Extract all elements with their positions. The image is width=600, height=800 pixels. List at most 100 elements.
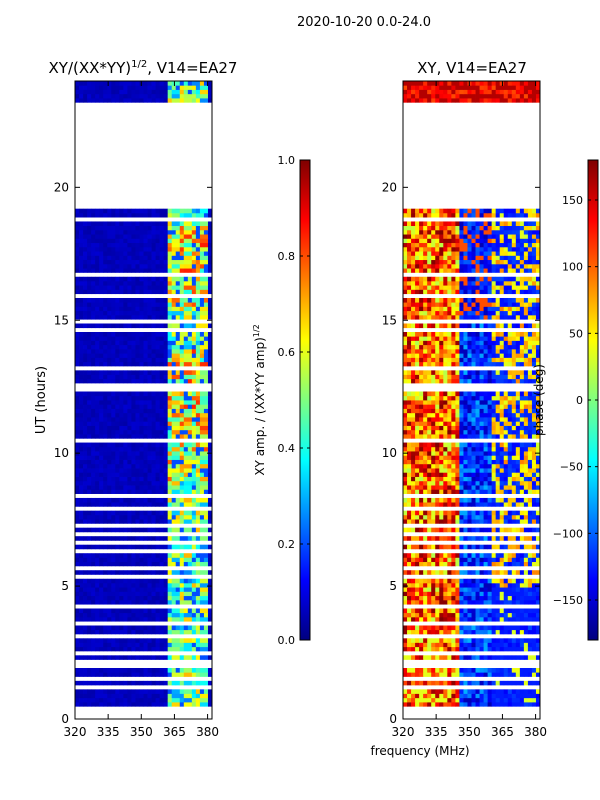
heatmap-cell bbox=[123, 693, 128, 699]
heatmap-cell bbox=[167, 646, 173, 652]
heatmap-cell bbox=[427, 570, 432, 575]
heatmap-cell bbox=[463, 680, 468, 686]
heatmap-cell bbox=[119, 646, 124, 652]
heatmap-cell bbox=[515, 667, 521, 673]
heatmap-cell bbox=[99, 497, 104, 503]
heatmap-cell bbox=[147, 638, 152, 643]
heatmap-cell bbox=[135, 697, 140, 703]
heatmap-cell bbox=[115, 468, 120, 473]
heatmap-cell bbox=[187, 357, 193, 363]
heatmap-cell bbox=[467, 646, 472, 652]
heatmap-cell bbox=[91, 221, 96, 227]
heatmap-cell bbox=[147, 680, 152, 686]
heatmap-cell bbox=[159, 400, 165, 405]
heatmap-cell bbox=[127, 667, 132, 673]
heatmap-cell bbox=[463, 451, 468, 456]
heatmap-cell bbox=[103, 353, 108, 358]
heatmap-cell bbox=[415, 701, 420, 707]
heatmap-cell bbox=[171, 519, 177, 524]
heatmap-cell bbox=[195, 646, 201, 652]
heatmap-cell bbox=[139, 276, 144, 282]
heatmap-cell bbox=[427, 429, 432, 435]
heatmap-cell bbox=[195, 514, 201, 520]
heatmap-cell bbox=[83, 408, 88, 414]
heatmap-cell bbox=[159, 446, 165, 452]
heatmap-cell bbox=[159, 246, 165, 252]
heatmap-cell bbox=[167, 655, 173, 660]
heatmap-cell bbox=[127, 595, 132, 601]
heatmap-cell bbox=[135, 208, 140, 214]
heatmap-cell bbox=[499, 625, 505, 631]
heatmap-cell bbox=[439, 455, 444, 460]
heatmap-cell bbox=[75, 629, 80, 635]
heatmap-cell bbox=[127, 642, 132, 648]
heatmap-cell bbox=[475, 536, 480, 541]
heatmap-cell bbox=[119, 629, 124, 635]
heatmap-cell bbox=[463, 689, 468, 694]
heatmap-cell bbox=[95, 98, 100, 103]
heatmap-cell bbox=[135, 459, 140, 465]
heatmap-cell bbox=[479, 591, 484, 597]
heatmap-cell bbox=[159, 391, 165, 397]
heatmap-cell bbox=[435, 629, 440, 635]
heatmap-cell bbox=[115, 434, 120, 439]
heatmap-cell bbox=[183, 612, 189, 618]
heatmap-cell bbox=[115, 357, 120, 363]
heatmap-cell bbox=[471, 561, 476, 567]
heatmap-cell bbox=[451, 468, 456, 473]
heatmap-cell bbox=[107, 348, 112, 354]
heatmap-cell bbox=[139, 701, 144, 707]
heatmap-cell bbox=[75, 242, 80, 248]
heatmap-cell bbox=[199, 85, 205, 90]
heatmap-cell bbox=[123, 412, 128, 418]
heatmap-cell bbox=[403, 591, 408, 597]
flag-stripe bbox=[75, 531, 212, 537]
heatmap-cell bbox=[151, 344, 156, 350]
heatmap-cell bbox=[107, 536, 112, 541]
heatmap-cell bbox=[203, 463, 209, 469]
heatmap-cell bbox=[163, 234, 169, 239]
heatmap-cell bbox=[139, 570, 144, 575]
heatmap-cell bbox=[447, 434, 452, 439]
heatmap-cell bbox=[431, 591, 436, 597]
heatmap-cell bbox=[523, 616, 529, 622]
heatmap-cell bbox=[199, 400, 205, 405]
heatmap-cell bbox=[115, 225, 120, 231]
heatmap-cell bbox=[451, 451, 456, 456]
heatmap-cell bbox=[87, 242, 92, 248]
heatmap-cell bbox=[447, 625, 452, 631]
heatmap-cell bbox=[79, 646, 84, 652]
heatmap-cell bbox=[459, 472, 464, 477]
heatmap-cell bbox=[171, 340, 177, 346]
heatmap-cell bbox=[131, 340, 136, 346]
heatmap-cell bbox=[135, 238, 140, 244]
heatmap-cell bbox=[463, 591, 468, 597]
heatmap-cell bbox=[515, 434, 521, 439]
heatmap-cell bbox=[203, 353, 209, 358]
heatmap-cell bbox=[499, 680, 505, 686]
heatmap-cell bbox=[143, 667, 148, 673]
heatmap-cell bbox=[411, 429, 416, 435]
heatmap-cell bbox=[131, 429, 136, 435]
heatmap-cell bbox=[83, 285, 88, 290]
heatmap-cell bbox=[199, 306, 205, 312]
heatmap-cell bbox=[531, 638, 537, 643]
heatmap-cell bbox=[203, 280, 209, 286]
heatmap-cell bbox=[427, 672, 432, 677]
heatmap-cell bbox=[119, 259, 124, 265]
heatmap-cell bbox=[159, 412, 165, 418]
heatmap-cell bbox=[495, 570, 501, 575]
heatmap-cell bbox=[111, 667, 116, 673]
heatmap-cell bbox=[123, 638, 128, 643]
flag-stripe bbox=[75, 493, 212, 498]
heatmap-cell bbox=[151, 667, 156, 673]
heatmap-cell bbox=[183, 629, 189, 635]
heatmap-cell bbox=[495, 485, 501, 490]
heatmap-cell bbox=[195, 221, 201, 227]
heatmap-cell bbox=[75, 225, 80, 231]
heatmap-cell bbox=[527, 553, 533, 558]
heatmap-cell bbox=[431, 527, 436, 533]
heatmap-cell bbox=[147, 357, 152, 363]
heatmap-cell bbox=[155, 212, 161, 218]
heatmap-cell bbox=[407, 591, 412, 597]
